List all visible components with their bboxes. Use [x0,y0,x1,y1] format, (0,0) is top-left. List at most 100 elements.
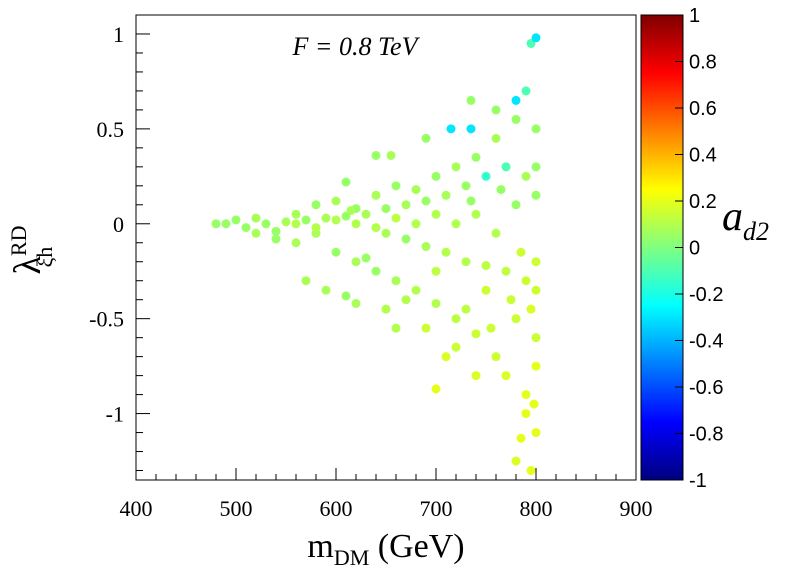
scatter-point [351,219,361,229]
scatter-point [291,209,301,219]
scatter-point [271,234,281,244]
scatter-point [221,219,231,229]
scatter-point [251,228,261,238]
x-tick-label: 800 [520,496,553,521]
y-tick-label: -1 [106,402,124,427]
scatter-point [531,33,541,43]
scatter-point [351,257,361,267]
scatter-point [451,219,461,229]
scatter-point [446,124,456,134]
scatter-point [471,329,481,339]
scatter-point [521,390,531,400]
scatter-point [371,190,381,200]
scatter-point [241,223,251,233]
scatter-point [371,266,381,276]
y-tick-label: 1 [113,22,124,47]
colorbar-tick-label: 1 [689,5,700,27]
scatter-point [441,247,451,257]
scatter-point [511,314,521,324]
scatter-point [361,253,371,263]
scatter-point [511,456,521,466]
scatter-point [271,226,281,236]
scatter-point [431,266,441,276]
scatter-point [466,95,476,105]
scatter-point [511,200,521,210]
y-axis-label: λRDξh [6,226,57,275]
colorbar-tick-label: -0.6 [689,377,723,399]
scatter-point [411,219,421,229]
scatter-point [451,342,461,352]
scatter-point [371,223,381,233]
scatter-point [531,428,541,438]
colorbar-tick-label: 0.2 [689,191,717,213]
y-axis-ticks: -1 -0.5 0 0.5 1 [89,14,150,472]
scatter-point [531,124,541,134]
scatter-point [491,133,501,143]
scatter-point [481,171,491,181]
scatter-point [431,298,441,308]
y-axis-label-sup: RD [6,226,31,257]
scatter-point [411,185,421,195]
scatter-point [421,196,431,206]
scatter-point [521,171,531,181]
scatter-point [381,228,391,238]
scatter-point [331,196,341,206]
scatter-point [461,257,471,267]
colorbar-tick-label: -0.4 [689,331,723,353]
scatter-point [386,150,396,160]
scatter-point [321,213,331,223]
scatter-point [401,200,411,210]
scatter-point [531,190,541,200]
colorbar-tick-label: -0.8 [689,424,723,446]
scatter-point [521,276,531,286]
scatter-point [311,223,321,233]
scatter-point [301,276,311,286]
scatter-point [361,209,371,219]
scatter-point [451,314,461,324]
scatter-point [471,152,481,162]
scatter-point [511,95,521,105]
colorbar-tick-label: 0.4 [689,145,717,167]
colorbar-tick-label: 0.6 [689,98,717,120]
scatter-point [371,150,381,160]
colorbar-tick-label: 0 [689,238,700,260]
scatter-point [421,323,431,333]
scatter-point [281,217,291,227]
scatter-point [526,304,536,314]
scatter-point [411,285,421,295]
scatter-point [531,162,541,172]
scatter-point [381,204,391,214]
plot-frame [135,14,637,481]
x-axis-label-sub: DM [334,545,369,570]
scatter-point [321,285,331,295]
scatter-point [491,228,501,238]
scatter-point [391,323,401,333]
scatter-point [391,213,401,223]
scatter-point [211,219,221,229]
scatter-point [231,215,241,225]
scatter-point [466,196,476,206]
scatter-point [351,298,361,308]
scatter-point [491,352,501,362]
scatter-point [471,209,481,219]
scatter-point [291,219,301,229]
scatter-point [501,266,511,276]
scatter-point [501,162,511,172]
scatter-point [466,124,476,134]
x-tick-label: 400 [120,496,153,521]
scatter-points [211,33,541,476]
scatter-point [461,181,471,191]
x-tick-label: 900 [620,496,653,521]
scatter-point [261,219,271,229]
scatter-point [471,371,481,381]
scatter-point [481,261,491,271]
x-tick-label: 500 [220,496,253,521]
colorbar-label: ad2 [722,194,769,246]
scatter-point [496,185,506,195]
y-tick-label: 0.5 [97,117,125,142]
y-axis-label-main: λ [7,256,49,275]
scatter-point [451,162,461,172]
colorbar-tick-label: -0.2 [689,284,723,306]
scatter-point [341,177,351,187]
